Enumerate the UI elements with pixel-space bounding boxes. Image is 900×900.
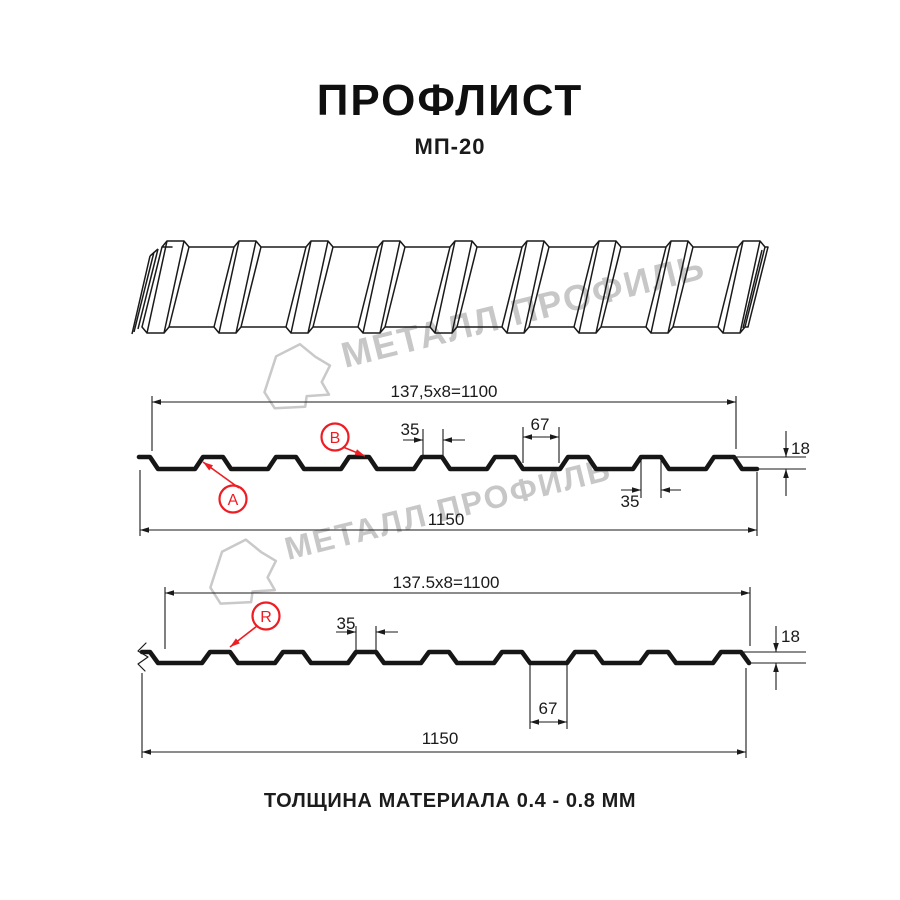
marker-b-letter: B xyxy=(330,430,341,447)
dimension-label-rib-bottom-1: 67 xyxy=(531,415,550,434)
marker-a: A xyxy=(218,484,248,514)
material-thickness-note: ТОЛЩИНА МАТЕРИАЛА 0.4 - 0.8 ММ xyxy=(263,790,637,812)
dimension-label-height-1: 18 xyxy=(791,439,810,458)
watermark-text: МЕТАЛЛ ПРОФИЛЬ xyxy=(337,246,710,376)
section-view-2 xyxy=(137,587,806,758)
dimension-label-pitch-1: 137,5x8=1100 xyxy=(391,382,498,401)
profile-3d-view xyxy=(131,240,769,335)
dimension-label-rib-top-2: 35 xyxy=(337,614,356,633)
marker-a-letter: A xyxy=(228,492,239,509)
dimension-label-height-2: 18 xyxy=(781,627,800,646)
dimension-label-width-1: 1150 xyxy=(428,510,465,529)
section-view-1 xyxy=(136,396,806,536)
dimension-label-rib-bottom-2: 67 xyxy=(539,699,558,718)
profile-model-name: МП-20 xyxy=(414,134,486,159)
dimension-label-width-2: 1150 xyxy=(422,729,459,748)
metall-profil-logo-icon xyxy=(263,342,332,410)
marker-b: B xyxy=(320,422,350,452)
marker-leader-lines xyxy=(202,446,366,648)
page-title: ПРОФЛИСТ xyxy=(316,76,584,125)
marker-r: R xyxy=(251,601,281,631)
metall-profil-logo-icon xyxy=(209,538,278,605)
dimension-label-rib-top-lower-1: 35 xyxy=(621,492,640,511)
dimension-label-rib-top-1: 35 xyxy=(401,420,420,439)
marker-r-letter: R xyxy=(260,609,272,626)
dimension-label-pitch-2: 137.5x8=1100 xyxy=(393,573,500,592)
